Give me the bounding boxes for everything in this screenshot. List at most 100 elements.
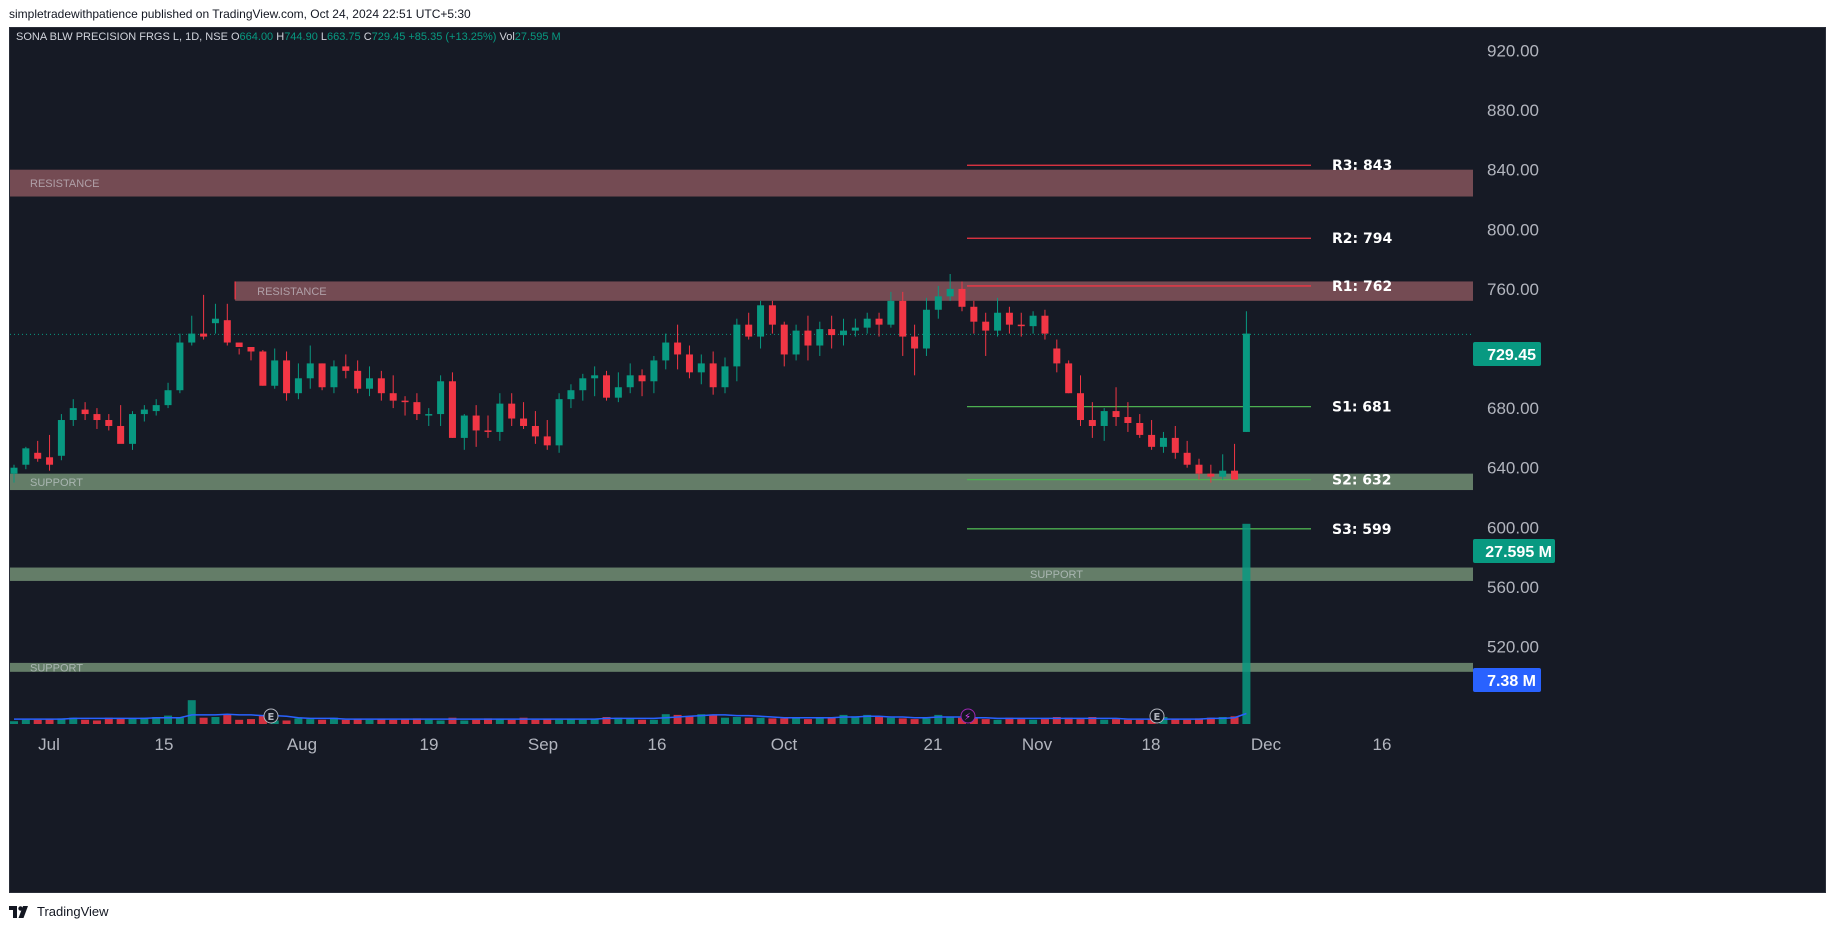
x-tick-label: Oct [771, 735, 798, 754]
volume-bar [614, 717, 623, 724]
legend-high-label: H [276, 31, 284, 43]
candle-body [259, 351, 267, 386]
candle-body [93, 414, 101, 421]
volume-bar [590, 719, 599, 724]
volume-bar [199, 717, 208, 724]
volume-bar [235, 719, 244, 724]
x-tick-label: 16 [1373, 735, 1392, 754]
volume-bar [1076, 719, 1085, 724]
dividend-icon [960, 708, 976, 724]
volume-bar [306, 719, 315, 724]
y-tick-label: 600.00 [1487, 518, 1539, 537]
x-tick-label: 16 [648, 735, 667, 754]
volume-bar [697, 714, 706, 724]
volume-bar [1147, 719, 1156, 724]
zone-support-2 [10, 473, 1473, 491]
last-volume-badge-bg [1473, 539, 1555, 563]
volume-bar [294, 718, 303, 724]
volume-bar [1123, 719, 1132, 724]
level-label-2: R1: 762 [1332, 279, 1392, 295]
ohlc-legend[interactable]: SONA BLW PRECISION FRGS L, 1D, NSE O664.… [16, 31, 561, 43]
candle-body [1029, 315, 1037, 327]
chart-panel[interactable]: RESISTANCE RESISTANCE SUPPORT SUPPORT SUPPOR… [9, 27, 1826, 893]
x-tick-label: Jul [38, 735, 60, 754]
zone-label-0: RESISTANCE [30, 178, 99, 190]
candle-body [1195, 464, 1203, 474]
volume-bar [128, 718, 137, 724]
volume-bar [448, 717, 457, 724]
volume-bar [958, 717, 966, 724]
candle-body [531, 425, 539, 437]
zone-resistance-1 [235, 281, 1473, 301]
volume-bar [685, 716, 694, 724]
volume-bar [721, 717, 729, 724]
legend-close-value: 729.45 [372, 31, 409, 43]
candlestick-chart[interactable]: RESISTANCE RESISTANCE SUPPORT SUPPORT SUPPOR… [10, 28, 1825, 892]
volume-bar [519, 717, 528, 724]
candle-body [1100, 411, 1108, 426]
candle-body [887, 300, 895, 325]
zone-label-2: SUPPORT [30, 477, 83, 489]
legend-high-value: 744.90 [284, 31, 321, 43]
volume-bar [756, 717, 765, 724]
candle-body [1005, 312, 1013, 325]
volume-bar [1040, 719, 1049, 724]
candle-body [745, 324, 753, 337]
tradingview-brand[interactable]: TradingView [9, 904, 109, 919]
candle-body [1242, 333, 1250, 432]
last-price-badge-bg [1473, 342, 1541, 366]
y-tick-label: 560.00 [1487, 578, 1539, 597]
candle-body [828, 329, 836, 336]
candle-body [792, 330, 800, 355]
volume-bar [531, 719, 540, 724]
candle-body [922, 309, 930, 349]
volume-bar [886, 717, 895, 724]
candle-body [46, 457, 54, 465]
legend-close-label: C [364, 31, 372, 43]
candle-body [697, 363, 705, 373]
volume-bar [1195, 718, 1203, 724]
publish-line: simpletradewithpatience published on Tra… [9, 7, 471, 21]
candle-body [330, 366, 338, 388]
volume-bar [566, 719, 575, 724]
volume-bar [578, 719, 587, 724]
candle-body [685, 354, 693, 373]
volume-bar [946, 717, 955, 724]
candle-body [650, 360, 658, 382]
x-tick-label: 19 [420, 735, 439, 754]
y-tick-label: 760.00 [1487, 280, 1539, 299]
candle-body [757, 305, 765, 337]
candle-body [579, 378, 587, 391]
volume-bar [223, 714, 232, 724]
candle-body [413, 402, 421, 415]
candle-body [994, 312, 1002, 331]
zone-support-3 [10, 567, 1473, 581]
candle-body [1183, 452, 1191, 465]
volume-bar [401, 719, 410, 724]
level-label-1: R2: 794 [1332, 231, 1392, 247]
candle-body [982, 321, 990, 331]
volume-ma-badge: 7.38 M [1487, 673, 1536, 690]
legend-open-label: O [231, 31, 240, 43]
volume-bar [898, 718, 907, 724]
candle-body [614, 387, 622, 398]
volume-bar [1100, 719, 1109, 724]
candle-body [342, 366, 350, 371]
candle-body [377, 378, 385, 394]
candle-body [460, 415, 468, 438]
volume-bar [1135, 719, 1144, 724]
candle-body [448, 381, 456, 438]
candle-body [804, 330, 812, 346]
legend-volume-value: 27.595 M [515, 31, 561, 43]
volume-bar [258, 715, 267, 724]
volume-bar [377, 719, 386, 724]
candle-body [721, 366, 729, 388]
candle-body [1112, 411, 1120, 418]
volume-bar [673, 714, 682, 724]
candle-body [437, 381, 445, 415]
candle-body [1231, 470, 1239, 480]
volume-bar [602, 717, 611, 724]
candle-body [1017, 324, 1025, 327]
volume-bar [152, 717, 161, 724]
candle-body [638, 375, 646, 382]
